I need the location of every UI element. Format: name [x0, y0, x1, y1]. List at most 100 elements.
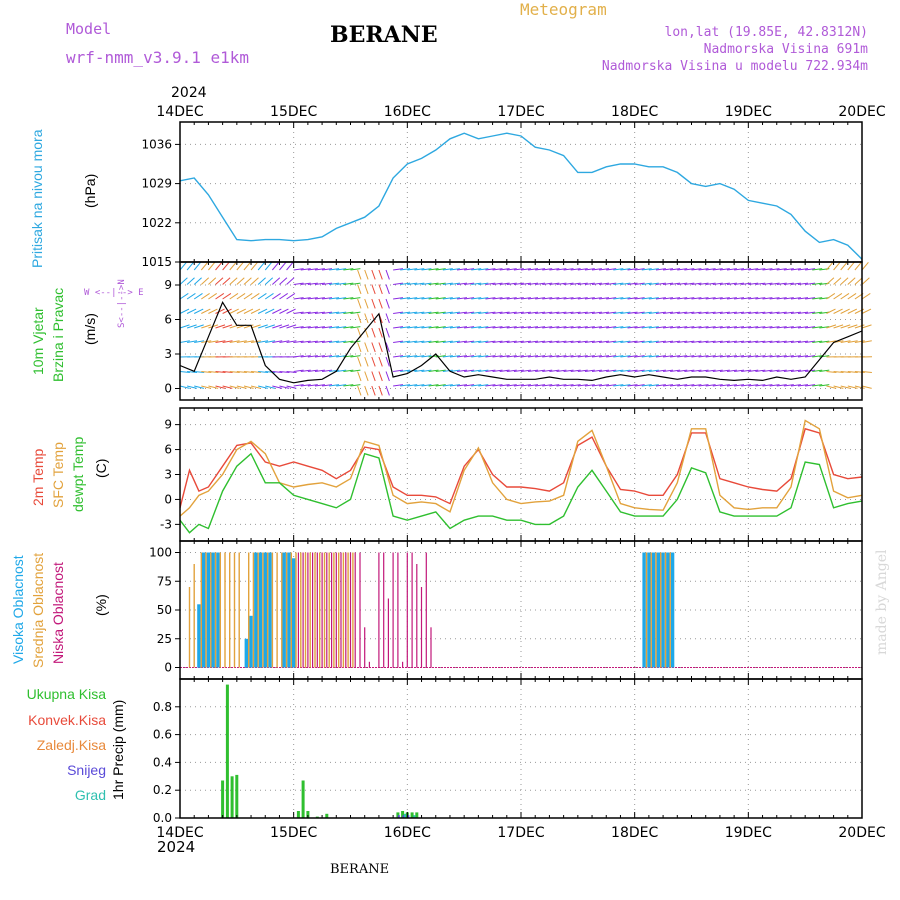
- wind-barb: [790, 326, 801, 329]
- wind-barb: [442, 340, 453, 343]
- wind-barb: [563, 384, 574, 387]
- wind-barb: [790, 340, 801, 343]
- cloud-bar: [216, 552, 220, 668]
- wind-barb: [805, 340, 816, 343]
- wind-barb: [201, 385, 212, 389]
- wind-barb: [258, 371, 269, 373]
- wind-barb: [769, 326, 780, 329]
- wind-barb: [734, 311, 745, 314]
- year-top: 2024: [171, 85, 207, 101]
- wind-barb: [179, 324, 190, 329]
- wind-barb: [215, 308, 225, 314]
- wind-barb: [528, 355, 539, 358]
- cloud-bar: [197, 604, 201, 668]
- wind-barb: [364, 284, 369, 295]
- wind-barb: [705, 297, 716, 300]
- wind-barb: [840, 277, 849, 285]
- wind-barb: [584, 369, 595, 372]
- wind-barb: [861, 371, 872, 373]
- wind-barb: [805, 311, 816, 314]
- wind-barb: [506, 369, 517, 372]
- wind-barb: [741, 369, 752, 372]
- wind-barb: [797, 369, 809, 372]
- wind-barb: [464, 340, 475, 343]
- wind-barb: [705, 369, 716, 372]
- wind-barb: [613, 282, 624, 285]
- wind-barb: [634, 268, 645, 271]
- wind-barb: [719, 268, 730, 271]
- wind-barb: [535, 355, 546, 358]
- wind-barb: [712, 369, 723, 372]
- wind-barb: [400, 369, 411, 372]
- cloud-bar: [304, 552, 307, 668]
- wind-barb: [812, 282, 823, 285]
- wind-barb: [364, 371, 369, 382]
- wind-barb: [407, 268, 418, 271]
- wind-barb: [847, 324, 858, 329]
- wind-barb: [506, 340, 517, 343]
- wind-barb: [634, 297, 645, 300]
- precip-bar: [404, 813, 406, 818]
- wind-barb: [449, 297, 460, 300]
- wind-barb: [663, 369, 674, 372]
- wind-barb: [378, 371, 383, 382]
- wind-barb: [663, 384, 674, 387]
- wind-barb: [705, 384, 716, 387]
- wind-barb: [293, 355, 304, 358]
- wind-barb: [272, 308, 282, 314]
- wind-barb: [790, 355, 801, 358]
- wind-barb: [421, 268, 432, 271]
- y-tick-label: 6: [164, 313, 172, 327]
- wind-barb: [350, 384, 361, 387]
- wind-barb: [705, 282, 716, 285]
- wind-barb: [670, 311, 681, 314]
- wind-barb: [584, 326, 595, 329]
- wind-barb: [854, 277, 863, 285]
- y-tick-label: 1015: [141, 255, 172, 269]
- wind-barb: [215, 292, 225, 300]
- cloud-bar: [333, 552, 335, 668]
- wind-barb: [250, 371, 262, 373]
- precip-bar: [301, 780, 305, 818]
- wind-barb: [520, 355, 531, 358]
- wind-barb: [627, 369, 638, 372]
- wind-barb: [442, 355, 453, 358]
- wind-barb: [762, 355, 773, 358]
- date-label-top: 15DEC: [270, 104, 317, 120]
- wind-barb: [599, 384, 610, 387]
- wind-barb: [265, 308, 275, 314]
- wind-barb: [499, 297, 510, 300]
- wind-barb: [300, 369, 311, 372]
- wind-barb: [833, 385, 844, 389]
- wind-barb: [570, 340, 581, 343]
- cloud-bar: [402, 661, 404, 668]
- wind-barb: [222, 308, 232, 314]
- cloud-bar: [206, 552, 211, 668]
- wind-barb: [492, 355, 503, 358]
- wind-barb: [456, 268, 468, 271]
- wind-barb: [385, 269, 390, 280]
- cloud-bar: [392, 552, 394, 668]
- y-tick-label: 1029: [141, 177, 172, 191]
- wind-barb: [769, 297, 780, 300]
- wind-barb: [776, 384, 787, 387]
- wind-barb: [805, 355, 816, 358]
- cloud-bar: [323, 552, 326, 668]
- cloud-bar: [352, 552, 354, 668]
- wind-barb: [385, 356, 390, 367]
- precip-bar: [415, 812, 419, 818]
- wind-barb: [229, 371, 240, 373]
- cloud-bar: [664, 552, 667, 668]
- wind-barb: [591, 268, 602, 271]
- wind-barb: [314, 297, 325, 300]
- wind-barb: [549, 282, 560, 285]
- date-label-top: 20DEC: [838, 104, 885, 120]
- date-label-top: 16DEC: [384, 104, 431, 120]
- temp-line-0: [179, 427, 863, 508]
- wind-barb: [535, 268, 546, 271]
- wind-barb: [762, 340, 773, 343]
- wind-barb: [670, 297, 681, 300]
- wind-barb: [350, 297, 361, 300]
- wind-barb: [620, 297, 631, 300]
